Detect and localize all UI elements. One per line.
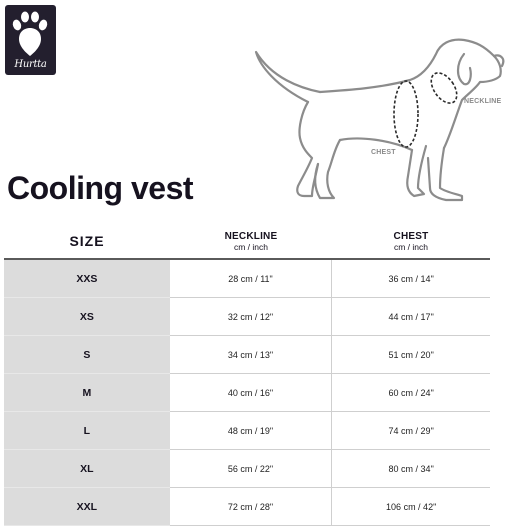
header-neckline-unit: cm / inch: [233, 241, 268, 252]
paw-icon: [12, 11, 48, 56]
neckline-label: NECKLINE: [464, 98, 502, 105]
header-neckline-label: NECKLINE: [224, 230, 278, 242]
chest-cell: 106 cm / 42": [386, 501, 437, 512]
size-table: SIZE NECKLINE cm / inch CHEST cm / inch …: [4, 224, 490, 526]
page-title: Cooling vest: [7, 170, 194, 206]
header-chest-unit: cm / inch: [393, 241, 428, 252]
size-cell: XL: [4, 450, 170, 488]
chest-cell: 60 cm / 24": [388, 387, 434, 398]
size-cell: XXL: [4, 488, 170, 526]
header-neckline: NECKLINE cm / inch: [170, 224, 332, 258]
header-size-label: SIZE: [69, 232, 105, 249]
table-row: XXL 72 cm / 28" 106 cm / 42": [4, 488, 490, 526]
table-row: XL 56 cm / 22" 80 cm / 34": [4, 450, 490, 488]
logo-wordmark: Hurtta: [14, 59, 47, 70]
size-cell: L: [4, 412, 170, 450]
table-row: XS 32 cm / 12" 44 cm / 17": [4, 298, 490, 336]
table-row: L 48 cm / 19" 74 cm / 29": [4, 412, 490, 450]
size-cell: XS: [4, 298, 170, 336]
neckline-cell: 34 cm / 13": [170, 336, 333, 373]
neckline-cell: 48 cm / 19": [170, 412, 333, 449]
dog-measurement-diagram: [254, 38, 505, 202]
neckline-cell: 28 cm / 11": [170, 260, 333, 297]
chest-cell: 74 cm / 29": [388, 425, 434, 436]
neckline-cell: 72 cm / 28": [170, 488, 333, 525]
brand-logo: Hurtta: [5, 5, 56, 75]
chest-cell: 80 cm / 34": [388, 463, 434, 474]
header-chest-label: CHEST: [393, 230, 429, 242]
table-row: XXS 28 cm / 11" 36 cm / 14": [4, 260, 490, 298]
size-cell: M: [4, 374, 170, 412]
chest-cell: 36 cm / 14": [388, 273, 434, 284]
chest-label: CHEST: [371, 149, 396, 156]
table-row: M 40 cm / 16" 60 cm / 24": [4, 374, 490, 412]
table-header: SIZE NECKLINE cm / inch CHEST cm / inch: [4, 224, 490, 258]
header-size: SIZE: [4, 224, 170, 258]
table-row: S 34 cm / 13" 51 cm / 20": [4, 336, 490, 374]
size-cell: XXS: [4, 260, 170, 298]
size-cell: S: [4, 336, 170, 374]
chest-cell: 44 cm / 17": [388, 311, 434, 322]
chest-cell: 51 cm / 20": [388, 349, 434, 360]
neckline-cell: 56 cm / 22": [170, 450, 333, 487]
header-divider: [4, 258, 490, 260]
header-chest: CHEST cm / inch: [332, 224, 490, 258]
neckline-cell: 40 cm / 16": [170, 374, 333, 411]
neckline-cell: 32 cm / 12": [170, 298, 333, 335]
